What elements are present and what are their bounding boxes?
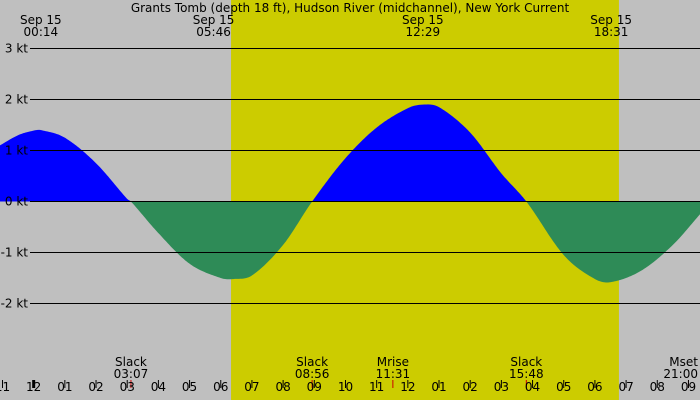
current-area-layer [0,104,700,283]
event-time-label: 03:07 [114,367,149,381]
top-time-label: 12:29 [406,25,441,39]
event-labels: Slack03:07Slack08:56Mrise11:31Slack15:48… [114,355,698,388]
event-name-label: Slack [115,355,147,369]
y-axis-labels: 3 kt 2 kt 1 kt 0 kt -1 kt -2 kt [1,41,29,310]
x-tick-label: 03 [120,380,135,394]
x-tick-label: 06 [213,380,228,394]
y-tick-label: -2 kt [1,297,29,311]
x-tick-label: 01 [431,380,446,394]
x-tick-label: 08 [275,380,290,394]
y-tick-label: -1 kt [1,246,29,260]
ebb-current-area [526,201,700,283]
event-name-label: Mrise [377,355,409,369]
event-name-label: Slack [296,355,328,369]
x-tick-label: 05 [556,380,571,394]
y-tick-label: 2 kt [5,92,28,106]
top-date-label: Sep 15 [402,13,444,27]
chart-title: Grants Tomb (depth 18 ft), Hudson River … [131,1,570,15]
top-date-label: Sep 15 [20,13,62,27]
event-name-label: Mset [669,355,698,369]
x-tick-label: 01 [57,380,72,394]
top-date-label: Sep 15 [590,13,632,27]
x-tick-label: 09 [307,380,322,394]
x-tick-label: 11 [369,380,384,394]
x-axis-ticks: 11 12 01 02 03 04 05 06 07 08 09 10 11 12 01 02 03 04 05 06… [0,380,696,394]
top-date-label: Sep 15 [193,13,235,27]
x-tick-label: 05 [182,380,197,394]
y-tick-label: 3 kt [5,41,28,55]
y-tick-label: 1 kt [5,143,28,157]
top-time-label: 00:14 [24,25,59,39]
x-tick-label: 04 [525,380,540,394]
x-tick-label: 10 [338,380,353,394]
top-time-label: 05:46 [196,25,231,39]
x-tick-label: 04 [151,380,166,394]
x-tick-label: 12 [400,380,415,394]
top-time-label: 18:31 [594,25,629,39]
ebb-current-area [130,201,313,280]
x-tick-label: 11 [0,380,10,394]
event-time-label: 08:56 [295,367,330,381]
flood-current-area [0,129,131,202]
event-name-label: Slack [510,355,542,369]
x-tick-label: 08 [650,380,665,394]
x-tick-label: 07 [618,380,633,394]
y-tick-label: 0 kt [5,195,28,209]
x-tick-label: 06 [587,380,602,394]
x-tick-label: 02 [463,380,478,394]
event-time-label: 15:48 [509,367,544,381]
x-tick-label: 12 [26,380,41,394]
x-tick-label: 02 [88,380,103,394]
gridlines [30,47,700,305]
x-tick-label: 07 [244,380,259,394]
event-time-label: 11:31 [376,367,411,381]
x-tick-label: 03 [494,380,509,394]
event-time-label: 21:00 [663,367,698,381]
flood-current-area [312,104,527,202]
x-tick-label: 09 [681,380,696,394]
